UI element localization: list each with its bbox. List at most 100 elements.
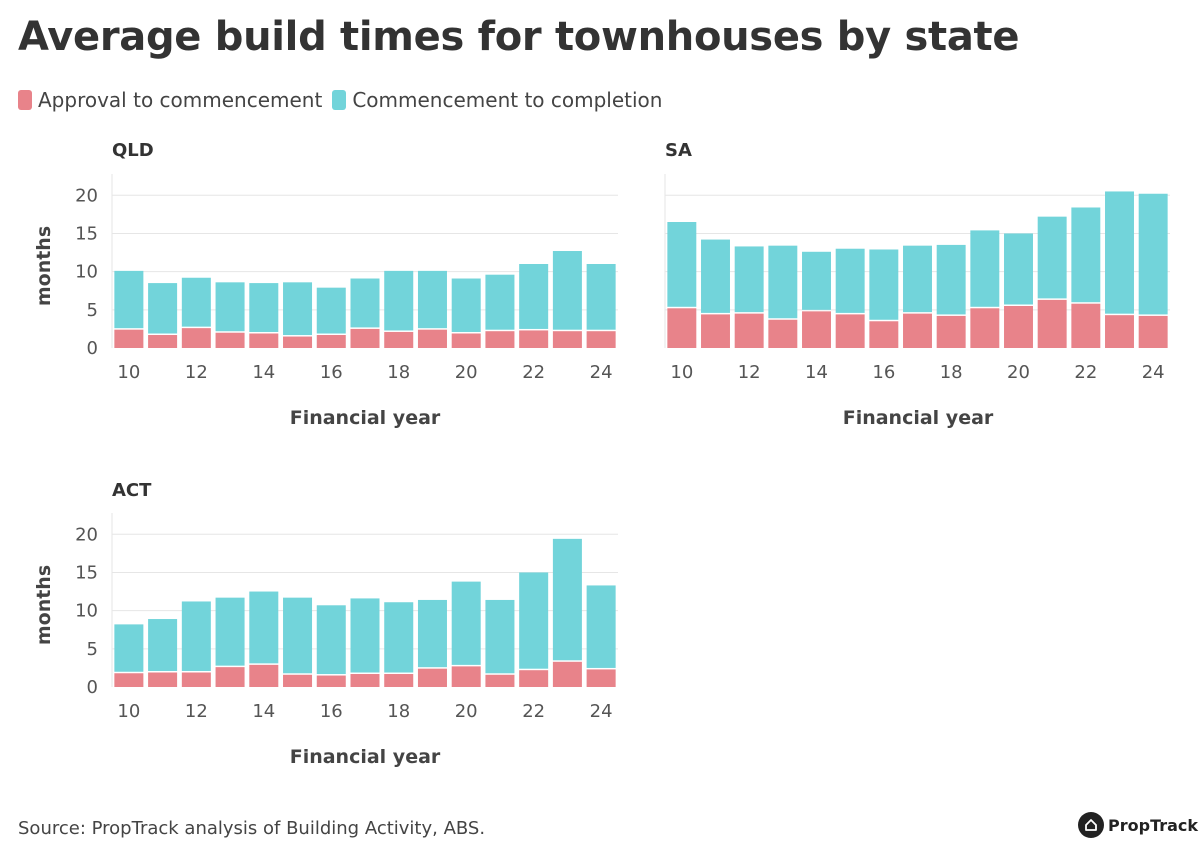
x-tick-label: 16 (872, 362, 895, 383)
bar-approval-10 (667, 308, 697, 348)
legend-swatch-approval (18, 90, 32, 110)
bar-commencement-13 (768, 245, 798, 319)
bar-approval-11 (701, 314, 730, 348)
bar-commencement-16 (316, 605, 346, 675)
bar-commencement-10 (667, 222, 697, 307)
y-tick-label: 10 (75, 262, 98, 283)
bar-approval-19 (417, 668, 447, 687)
y-tick-label: 15 (75, 562, 98, 583)
x-tick-label: 12 (185, 701, 208, 722)
bar-commencement-19 (417, 270, 447, 329)
y-axis-title: months (33, 226, 55, 306)
bar-commencement-24 (1138, 193, 1168, 315)
x-tick-label: 22 (1074, 362, 1097, 383)
x-tick-label: 16 (320, 362, 343, 383)
bar-commencement-23 (552, 538, 582, 661)
panel-title-act: ACT (112, 480, 152, 501)
bar-approval-13 (215, 667, 245, 687)
bar-approval-18 (936, 315, 966, 348)
bar-commencement-17 (350, 278, 380, 328)
bar-commencement-20 (1004, 233, 1033, 305)
brand-name: PropTrack (1108, 815, 1199, 835)
panel-title-qld: QLD (112, 140, 154, 161)
bar-approval-23 (552, 331, 582, 348)
bar-approval-21 (485, 674, 515, 687)
bar-approval-20 (1004, 306, 1033, 348)
bar-approval-24 (1138, 315, 1168, 348)
bar-commencement-13 (215, 282, 245, 332)
bar-approval-24 (586, 331, 616, 348)
y-tick-label: 20 (75, 185, 98, 206)
y-tick-label: 0 (87, 677, 98, 698)
y-axis-title: months (33, 565, 55, 645)
x-axis-title: Financial year (843, 407, 994, 429)
x-tick-label: 18 (387, 362, 410, 383)
bar-commencement-16 (869, 249, 899, 320)
bar-commencement-21 (485, 599, 515, 674)
bar-approval-19 (970, 308, 1000, 348)
bar-commencement-11 (148, 619, 178, 671)
bar-commencement-22 (519, 264, 549, 329)
bar-approval-21 (1037, 299, 1067, 348)
bar-commencement-12 (734, 246, 764, 313)
bar-commencement-18 (936, 244, 966, 315)
bar-commencement-23 (552, 251, 582, 330)
legend-item-commencement: Commencement to completion (332, 88, 662, 112)
bar-approval-13 (768, 319, 798, 348)
x-tick-label: 10 (117, 701, 140, 722)
legend-swatch-commencement (332, 90, 347, 110)
legend: Approval to commencement Commencement to… (18, 88, 672, 112)
bar-commencement-13 (215, 597, 245, 666)
bar-commencement-12 (181, 601, 211, 671)
bar-commencement-19 (970, 230, 1000, 307)
panel-title-sa: SA (665, 140, 692, 161)
bar-approval-21 (485, 331, 515, 348)
x-tick-label: 18 (940, 362, 963, 383)
bar-approval-17 (350, 674, 380, 687)
chart-title: Average build times for townhouses by st… (18, 14, 1020, 60)
x-tick-label: 18 (387, 701, 410, 722)
bar-commencement-12 (181, 277, 211, 327)
proptrack-logo: PropTrack (1078, 812, 1198, 838)
bar-commencement-14 (802, 251, 831, 310)
bar-approval-15 (283, 336, 313, 348)
y-tick-label: 5 (87, 639, 98, 660)
bar-commencement-20 (451, 278, 481, 332)
x-tick-label: 16 (320, 701, 343, 722)
bar-commencement-24 (586, 585, 616, 668)
x-axis-title: Financial year (290, 407, 441, 429)
bar-approval-12 (181, 328, 211, 348)
x-tick-label: 24 (1142, 362, 1165, 383)
x-tick-label: 20 (455, 701, 478, 722)
bar-approval-11 (148, 672, 178, 687)
bar-commencement-14 (249, 591, 279, 664)
bar-approval-18 (384, 674, 414, 687)
x-tick-label: 10 (117, 362, 140, 383)
bar-commencement-20 (451, 581, 481, 665)
y-tick-label: 10 (75, 601, 98, 622)
bar-commencement-22 (1071, 207, 1101, 303)
bar-commencement-19 (417, 599, 447, 668)
bar-approval-20 (451, 666, 481, 687)
bar-approval-23 (552, 661, 582, 687)
y-tick-label: 20 (75, 524, 98, 545)
bar-commencement-11 (148, 283, 178, 334)
bar-approval-19 (417, 329, 447, 348)
bar-approval-12 (181, 672, 211, 687)
bar-approval-22 (519, 330, 549, 348)
bar-commencement-17 (350, 598, 380, 673)
bar-approval-22 (519, 670, 549, 687)
x-tick-label: 20 (1007, 362, 1030, 383)
bar-approval-10 (114, 673, 144, 687)
bar-commencement-18 (384, 270, 414, 331)
bar-approval-13 (215, 332, 245, 348)
bar-approval-24 (586, 669, 616, 687)
x-tick-label: 14 (805, 362, 828, 383)
legend-label-approval: Approval to commencement (38, 88, 323, 112)
source-note: Source: PropTrack analysis of Building A… (18, 818, 486, 839)
x-tick-label: 12 (185, 362, 208, 383)
x-tick-label: 24 (590, 701, 613, 722)
